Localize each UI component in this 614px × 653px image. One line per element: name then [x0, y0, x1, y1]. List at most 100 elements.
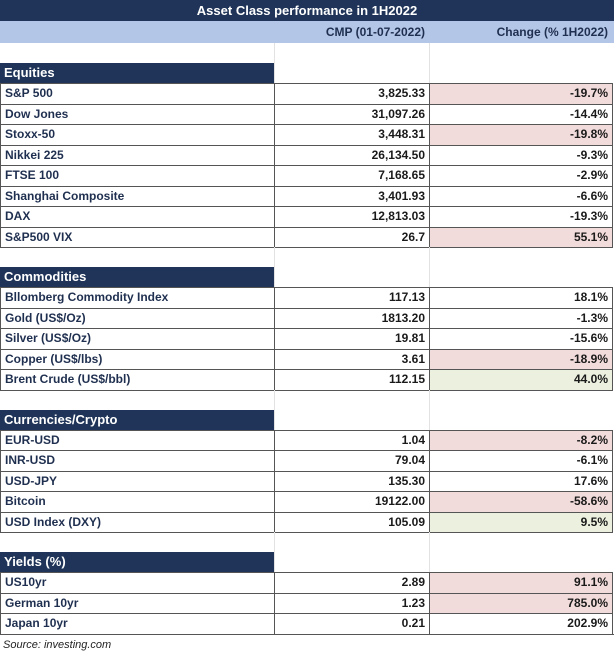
change-value: 44.0% [429, 369, 613, 391]
cmp-value: 3,401.93 [274, 185, 430, 207]
cmp-value: 112.15 [274, 369, 430, 391]
table-row: USD-JPY 135.30 17.6% [0, 470, 614, 492]
change-value: -1.3% [429, 307, 613, 329]
table-row: Bllomberg Commodity Index 117.13 18.1% [0, 287, 614, 309]
change-value: -19.8% [429, 124, 613, 146]
cmp-value: 105.09 [274, 511, 430, 533]
change-value: -6.1% [429, 450, 613, 472]
asset-label: US10yr [0, 572, 275, 594]
change-value: -18.9% [429, 348, 613, 370]
table-row: Dow Jones 31,097.26 -14.4% [0, 103, 614, 125]
change-value: 17.6% [429, 470, 613, 492]
table-row: Shanghai Composite 3,401.93 -6.6% [0, 185, 614, 207]
cmp-value: 19122.00 [274, 491, 430, 513]
section-title: Commodities [0, 267, 274, 287]
table-row: S&P500 VIX 26.7 55.1% [0, 226, 614, 248]
change-value: 9.5% [429, 511, 613, 533]
table-row: INR-USD 79.04 -6.1% [0, 450, 614, 472]
asset-label: Silver (US$/Oz) [0, 328, 275, 350]
table-row: FTSE 100 7,168.65 -2.9% [0, 165, 614, 187]
table-row: Nikkei 225 26,134.50 -9.3% [0, 144, 614, 166]
cmp-value: 79.04 [274, 450, 430, 472]
change-value: -58.6% [429, 491, 613, 513]
asset-label: Gold (US$/Oz) [0, 307, 275, 329]
table-row: S&P 500 3,825.33 -19.7% [0, 83, 614, 105]
header-change: Change (% 1H2022) [496, 25, 608, 39]
change-value: -19.7% [429, 83, 613, 105]
change-value: 91.1% [429, 572, 613, 594]
change-value: -6.6% [429, 185, 613, 207]
cmp-value: 7,168.65 [274, 165, 430, 187]
asset-label: Brent Crude (US$/bbl) [0, 369, 275, 391]
change-value: 785.0% [429, 592, 613, 614]
cmp-value: 1.23 [274, 592, 430, 614]
asset-label: Japan 10yr [0, 613, 275, 635]
section-title: Equities [0, 63, 274, 83]
cmp-value: 3,448.31 [274, 124, 430, 146]
asset-label: Nikkei 225 [0, 144, 275, 166]
table-row: DAX 12,813.03 -19.3% [0, 206, 614, 228]
table-row: Copper (US$/lbs) 3.61 -18.9% [0, 348, 614, 370]
table-row: Brent Crude (US$/bbl) 112.15 44.0% [0, 369, 614, 391]
cmp-value: 12,813.03 [274, 206, 430, 228]
table-row: German 10yr 1.23 785.0% [0, 592, 614, 614]
cmp-value: 3.61 [274, 348, 430, 370]
asset-label: S&P500 VIX [0, 226, 275, 248]
table-row: EUR-USD 1.04 -8.2% [0, 429, 614, 451]
header-cmp: CMP (01-07-2022) [325, 25, 425, 39]
asset-label: Bllomberg Commodity Index [0, 287, 275, 309]
change-value: 202.9% [429, 613, 613, 635]
section-header-row: Currencies/Crypto [0, 409, 614, 430]
table-row: Gold (US$/Oz) 1813.20 -1.3% [0, 307, 614, 329]
column-header-row: CMP (01-07-2022) Change (% 1H2022) [0, 21, 614, 43]
cmp-value: 3,825.33 [274, 83, 430, 105]
spacer-row [0, 389, 614, 410]
table-row: Stoxx-50 3,448.31 -19.8% [0, 124, 614, 146]
cmp-value: 117.13 [274, 287, 430, 309]
asset-label: Bitcoin [0, 491, 275, 513]
cmp-value: 26,134.50 [274, 144, 430, 166]
change-value: -9.3% [429, 144, 613, 166]
table-row: Japan 10yr 0.21 202.9% [0, 613, 614, 635]
asset-label: Shanghai Composite [0, 185, 275, 207]
spacer-row [0, 247, 614, 267]
cmp-value: 2.89 [274, 572, 430, 594]
asset-label: INR-USD [0, 450, 275, 472]
cmp-value: 1813.20 [274, 307, 430, 329]
spacer-row [0, 43, 614, 63]
table-row: US10yr 2.89 91.1% [0, 572, 614, 594]
cmp-value: 19.81 [274, 328, 430, 350]
change-value: -14.4% [429, 103, 613, 125]
asset-label: FTSE 100 [0, 165, 275, 187]
change-value: 18.1% [429, 287, 613, 309]
change-value: -2.9% [429, 165, 613, 187]
section-title: Yields (%) [0, 552, 274, 572]
cmp-value: 0.21 [274, 613, 430, 635]
asset-label: USD-JPY [0, 470, 275, 492]
change-value: -8.2% [429, 429, 613, 451]
asset-label: German 10yr [0, 592, 275, 614]
table-row: Silver (US$/Oz) 19.81 -15.6% [0, 328, 614, 350]
section-header-row: Equities [0, 63, 614, 83]
table-body: Equities S&P 500 3,825.33 -19.7% Dow Jones 31… [0, 43, 614, 635]
table-row: Bitcoin 19122.00 -58.6% [0, 491, 614, 513]
asset-label: DAX [0, 206, 275, 228]
section-header-row: Yields (%) [0, 552, 614, 572]
section-title: Currencies/Crypto [0, 409, 274, 430]
asset-label: Copper (US$/lbs) [0, 348, 275, 370]
cmp-value: 31,097.26 [274, 103, 430, 125]
spacer-row [0, 532, 614, 552]
asset-label: EUR-USD [0, 429, 275, 451]
asset-label: S&P 500 [0, 83, 275, 105]
header-blank [0, 21, 274, 43]
section-header-row: Commodities [0, 267, 614, 287]
cmp-value: 26.7 [274, 226, 430, 248]
asset-label: Stoxx-50 [0, 124, 275, 146]
table-row: USD Index (DXY) 105.09 9.5% [0, 511, 614, 533]
asset-label: Dow Jones [0, 103, 275, 125]
asset-label: USD Index (DXY) [0, 511, 275, 533]
change-value: -15.6% [429, 328, 613, 350]
table-title: Asset Class performance in 1H2022 [0, 0, 614, 21]
cmp-value: 135.30 [274, 470, 430, 492]
